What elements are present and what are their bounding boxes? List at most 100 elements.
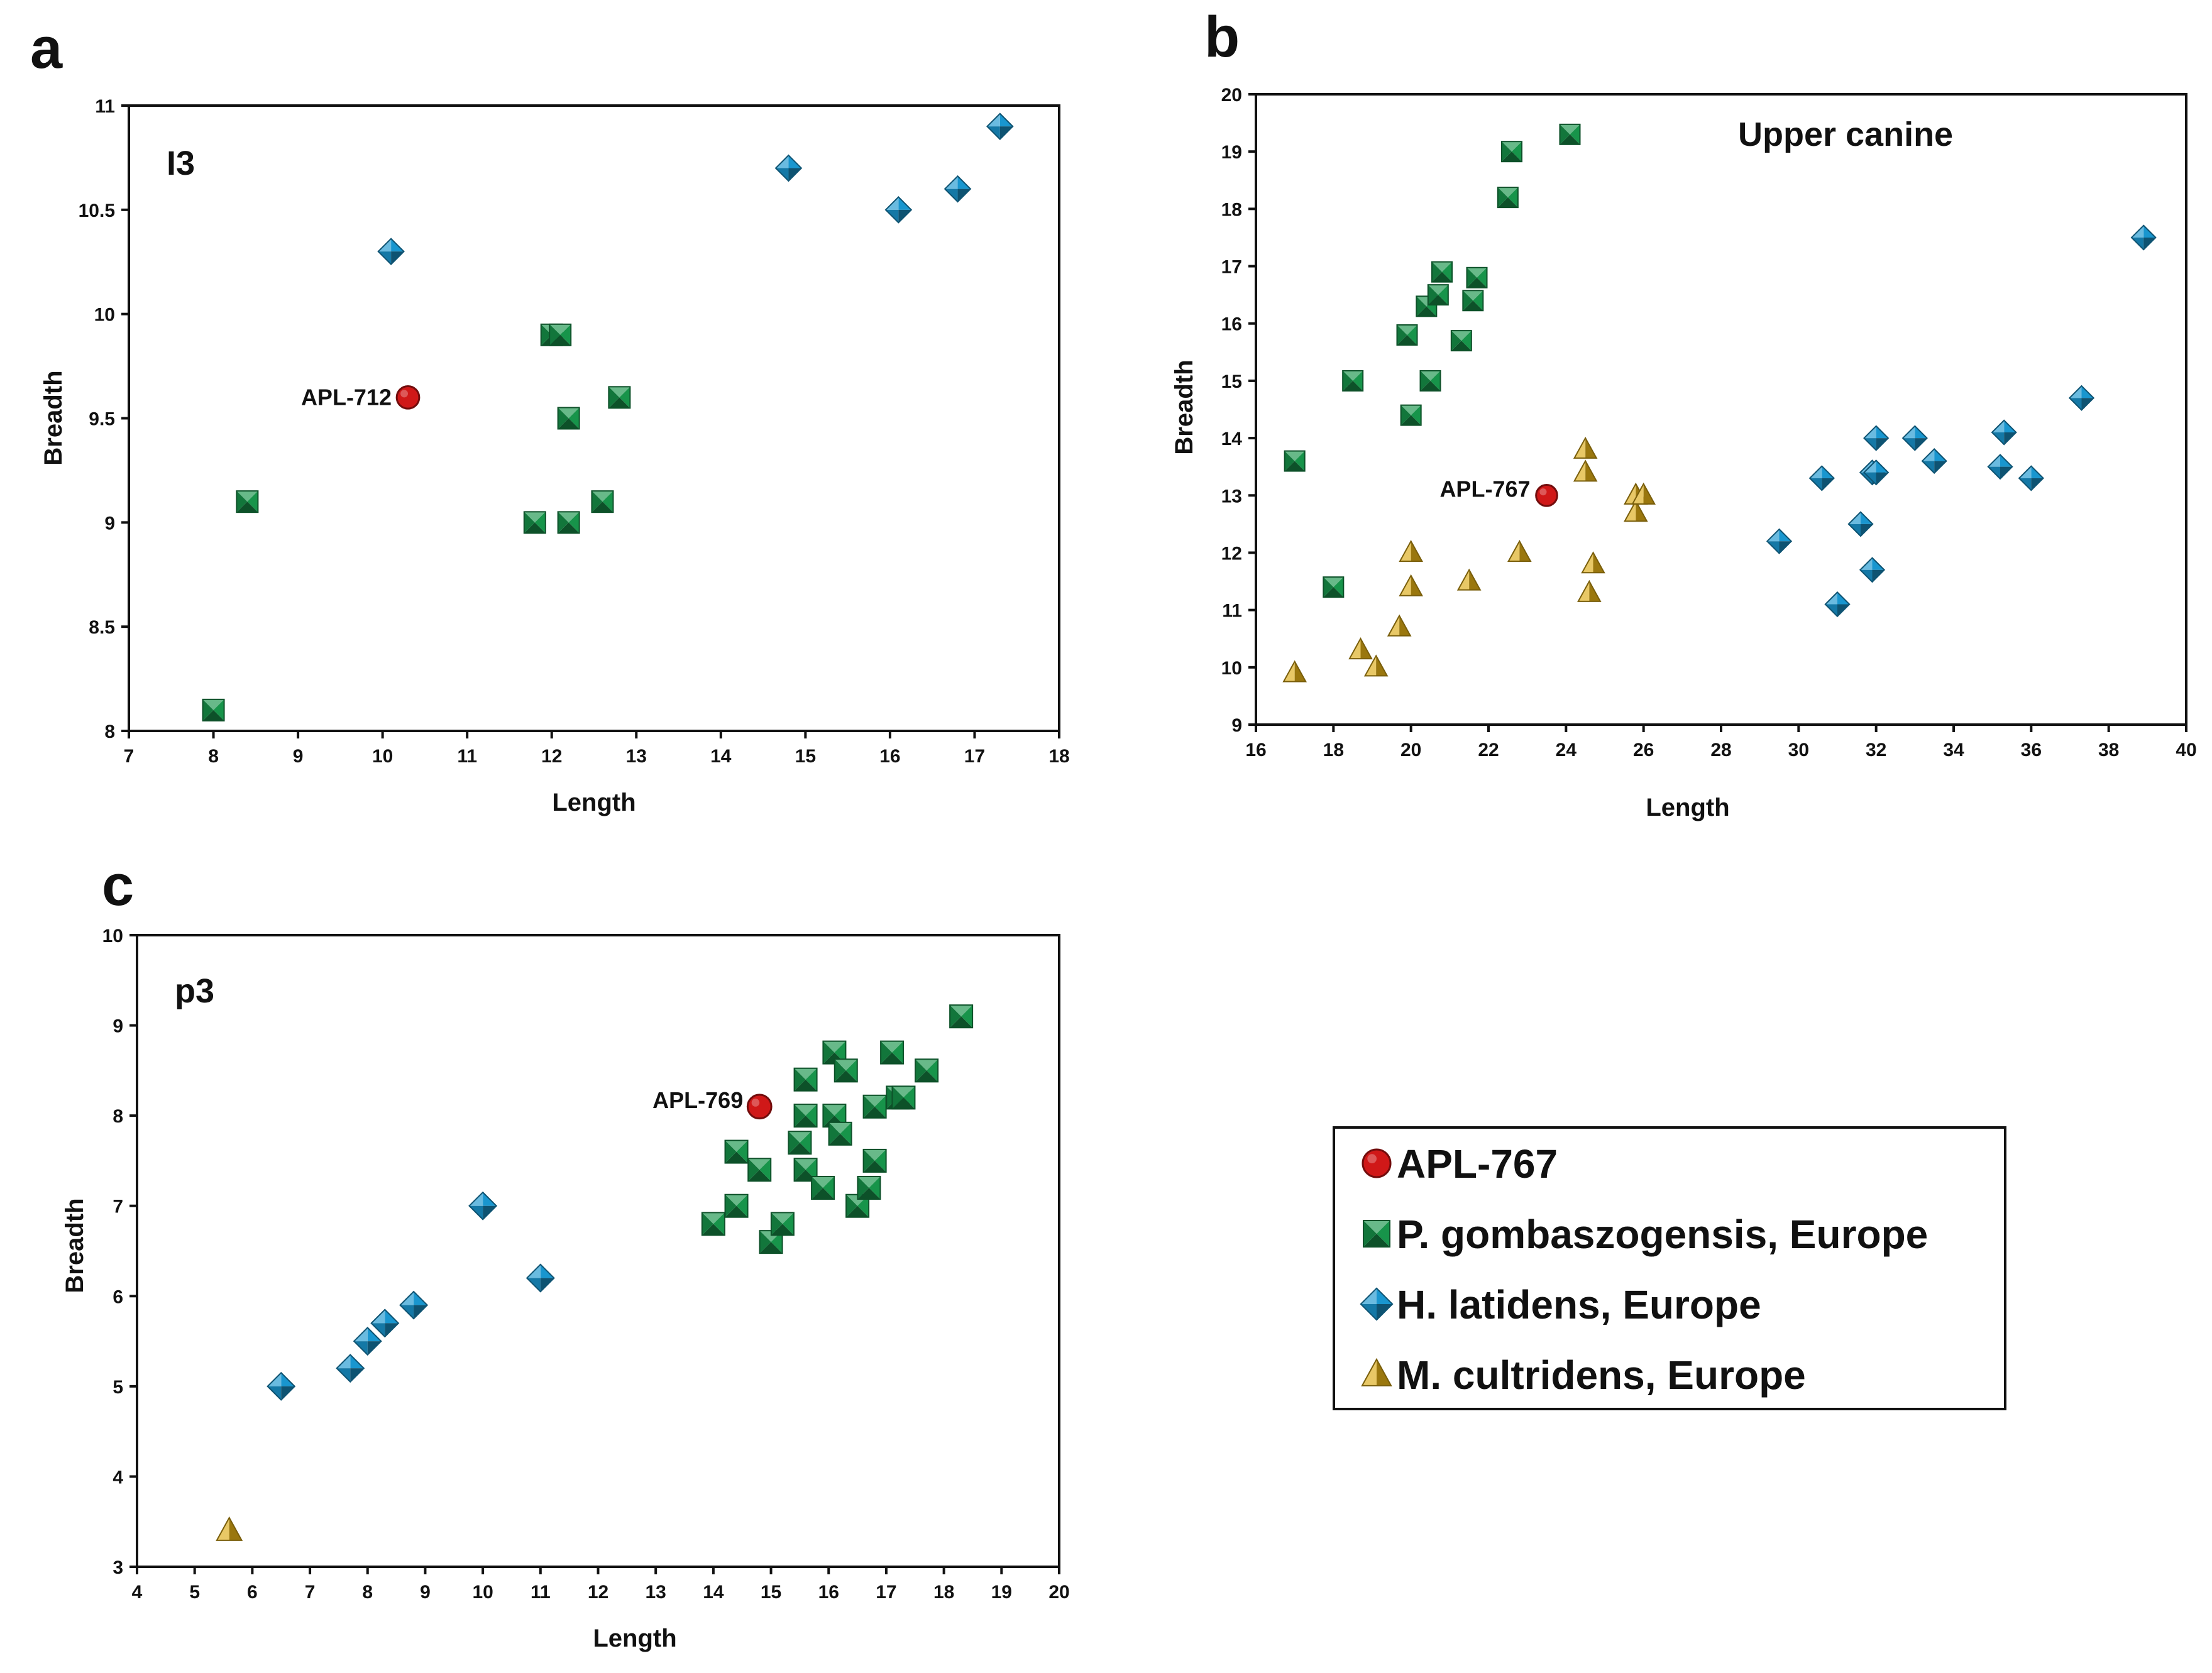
data-point-apl-circle (395, 385, 421, 410)
y-ticks-a: 8 8.5 9 9.5 10 10.5 11 (79, 96, 129, 742)
x-tick-label: 7 (124, 746, 135, 767)
y-tick-label: 5 (113, 1377, 123, 1398)
data-point-h-latidens-diamond (370, 1308, 400, 1338)
panel-letter-a: a (30, 16, 63, 80)
data-point-p-gombaszogensis-square (793, 1104, 818, 1128)
annotations-c: APL-769 (652, 1087, 743, 1113)
data-point-p-gombaszogensis-square (857, 1176, 881, 1200)
x-tick-label: 14 (703, 1582, 724, 1603)
x-tick-label: 11 (457, 746, 477, 767)
y-tick-label: 14 (1221, 429, 1243, 449)
y-tick-label: 9 (104, 513, 115, 534)
x-tick-label: 15 (761, 1582, 781, 1603)
data-point-m-cultridens-triangle (1631, 482, 1656, 505)
data-point-p-gombaszogensis-square (1462, 290, 1484, 312)
y-tick-label: 16 (1221, 314, 1242, 335)
x-tick-label: 9 (293, 746, 304, 767)
data-point-m-cultridens-triangle (1399, 574, 1423, 596)
data-point-h-latidens-diamond (884, 196, 913, 224)
data-point-m-cultridens-triangle (1456, 568, 1482, 591)
data-point-h-latidens-diamond (468, 1191, 498, 1220)
x-tick-label: 13 (646, 1582, 666, 1603)
data-point-m-cultridens-triangle (1573, 436, 1598, 459)
data-point-p-gombaszogensis-square (834, 1058, 858, 1083)
data-point-p-gombaszogensis-square (1323, 576, 1345, 598)
x-tick-label: 7 (305, 1582, 316, 1603)
data-point-m-cultridens-triangle (1399, 539, 1423, 562)
x-ticks-a: 7 8 9 10 11 12 13 14 15 16 17 18 (124, 731, 1070, 767)
x-tick-label: 16 (818, 1582, 839, 1603)
data-point-m-cultridens-triangle (216, 1516, 243, 1541)
legend-item-h-latidens: H. latidens, Europe (1360, 1282, 1761, 1327)
legend-symbol-apl (1362, 1148, 1392, 1178)
chart-title-c: p3 (175, 972, 214, 1010)
data-point-p-gombaszogensis-square (591, 490, 614, 513)
data-point-p-gombaszogensis-square (891, 1085, 916, 1110)
data-point-h-latidens-diamond (1991, 419, 2017, 446)
y-tick-label: 11 (1222, 601, 1242, 622)
data-point-h-latidens-diamond (353, 1327, 382, 1356)
x-tick-label: 13 (626, 746, 647, 767)
annotations-b: APL-767 (1439, 476, 1530, 502)
x-tick-label: 30 (1788, 740, 1809, 760)
data-point-m-cultridens-triangle (1577, 579, 1602, 602)
y-tick-label: 19 (1221, 142, 1242, 163)
data-point-m-cultridens-triangle (1573, 459, 1598, 482)
legend-symbol-p-gombaszogensis (1363, 1220, 1390, 1248)
data-point-h-latidens-diamond (1863, 459, 1890, 486)
data-point-p-gombaszogensis-square (788, 1131, 812, 1155)
data-point-m-cultridens-triangle (1507, 539, 1532, 562)
y-tick-label: 9.5 (89, 409, 115, 430)
y-tick-label: 9 (113, 1016, 123, 1037)
annotation-label: APL-769 (652, 1087, 743, 1113)
chart-panel-b: Upper canine Length Breadth 16 18 20 22 24 26… (1170, 85, 2197, 821)
data-point-p-gombaszogensis-square (1400, 404, 1422, 426)
legend-item-apl: APL-767 (1362, 1141, 1558, 1187)
data-point-h-latidens-diamond (267, 1371, 296, 1401)
data-point-h-latidens-diamond (1808, 465, 1835, 491)
x-tick-label: 12 (541, 746, 562, 767)
data-point-p-gombaszogensis-square (608, 386, 631, 409)
data-point-p-gombaszogensis-square (747, 1158, 772, 1182)
data-point-p-gombaszogensis-square (557, 407, 580, 430)
x-tick-label: 20 (1048, 1582, 1069, 1603)
annotation-label: APL-712 (301, 384, 392, 410)
data-point-p-gombaszogensis-square (557, 511, 580, 534)
legend-marker-apl (1362, 1148, 1392, 1178)
data-point-p-gombaszogensis-square (862, 1148, 887, 1173)
x-tick-label: 18 (1323, 740, 1344, 760)
x-tick-label: 10 (472, 1582, 493, 1603)
x-axis-title-c: Length (593, 1625, 676, 1652)
data-point-p-gombaszogensis-square (1501, 141, 1522, 163)
data-point-h-latidens-diamond (399, 1290, 429, 1320)
data-point-p-gombaszogensis-square (523, 511, 546, 534)
data-point-h-latidens-diamond (774, 154, 803, 182)
data-point-p-gombaszogensis-square (701, 1212, 725, 1236)
data-point-h-latidens-diamond (986, 112, 1014, 140)
x-tick-label: 20 (1400, 740, 1421, 760)
data-point-h-latidens-diamond (336, 1354, 365, 1383)
data-point-p-gombaszogensis-square (880, 1040, 905, 1065)
legend-label-p-gombaszogensis: P. gombaszogensis, Europe (1397, 1212, 1928, 1257)
y-tick-label: 13 (1221, 486, 1242, 507)
data-point-h-latidens-diamond (1987, 454, 2013, 480)
data-point-p-gombaszogensis-square (1427, 284, 1449, 306)
x-tick-label: 38 (2098, 740, 2119, 760)
legend-marker-m-cultridens (1361, 1358, 1392, 1386)
x-tick-label: 28 (1710, 740, 1731, 760)
x-tick-label: 15 (795, 746, 816, 767)
x-tick-label: 6 (247, 1582, 258, 1603)
legend-label-apl: APL-767 (1397, 1141, 1558, 1187)
data-point-p-gombaszogensis-square (822, 1040, 847, 1065)
x-tick-label: 11 (531, 1582, 551, 1603)
data-point-h-latidens-diamond (2018, 465, 2044, 491)
data-point-m-cultridens-triangle (1282, 660, 1307, 683)
data-point-apl-circle (1535, 483, 1558, 507)
y-tick-label: 12 (1221, 543, 1242, 564)
x-tick-label: 36 (2021, 740, 2042, 760)
data-point-m-cultridens-triangle (1581, 551, 1605, 574)
data-point-m-cultridens-triangle (1624, 500, 1648, 522)
data-point-h-latidens-diamond (2130, 224, 2157, 251)
x-tick-label: 17 (876, 1582, 896, 1603)
